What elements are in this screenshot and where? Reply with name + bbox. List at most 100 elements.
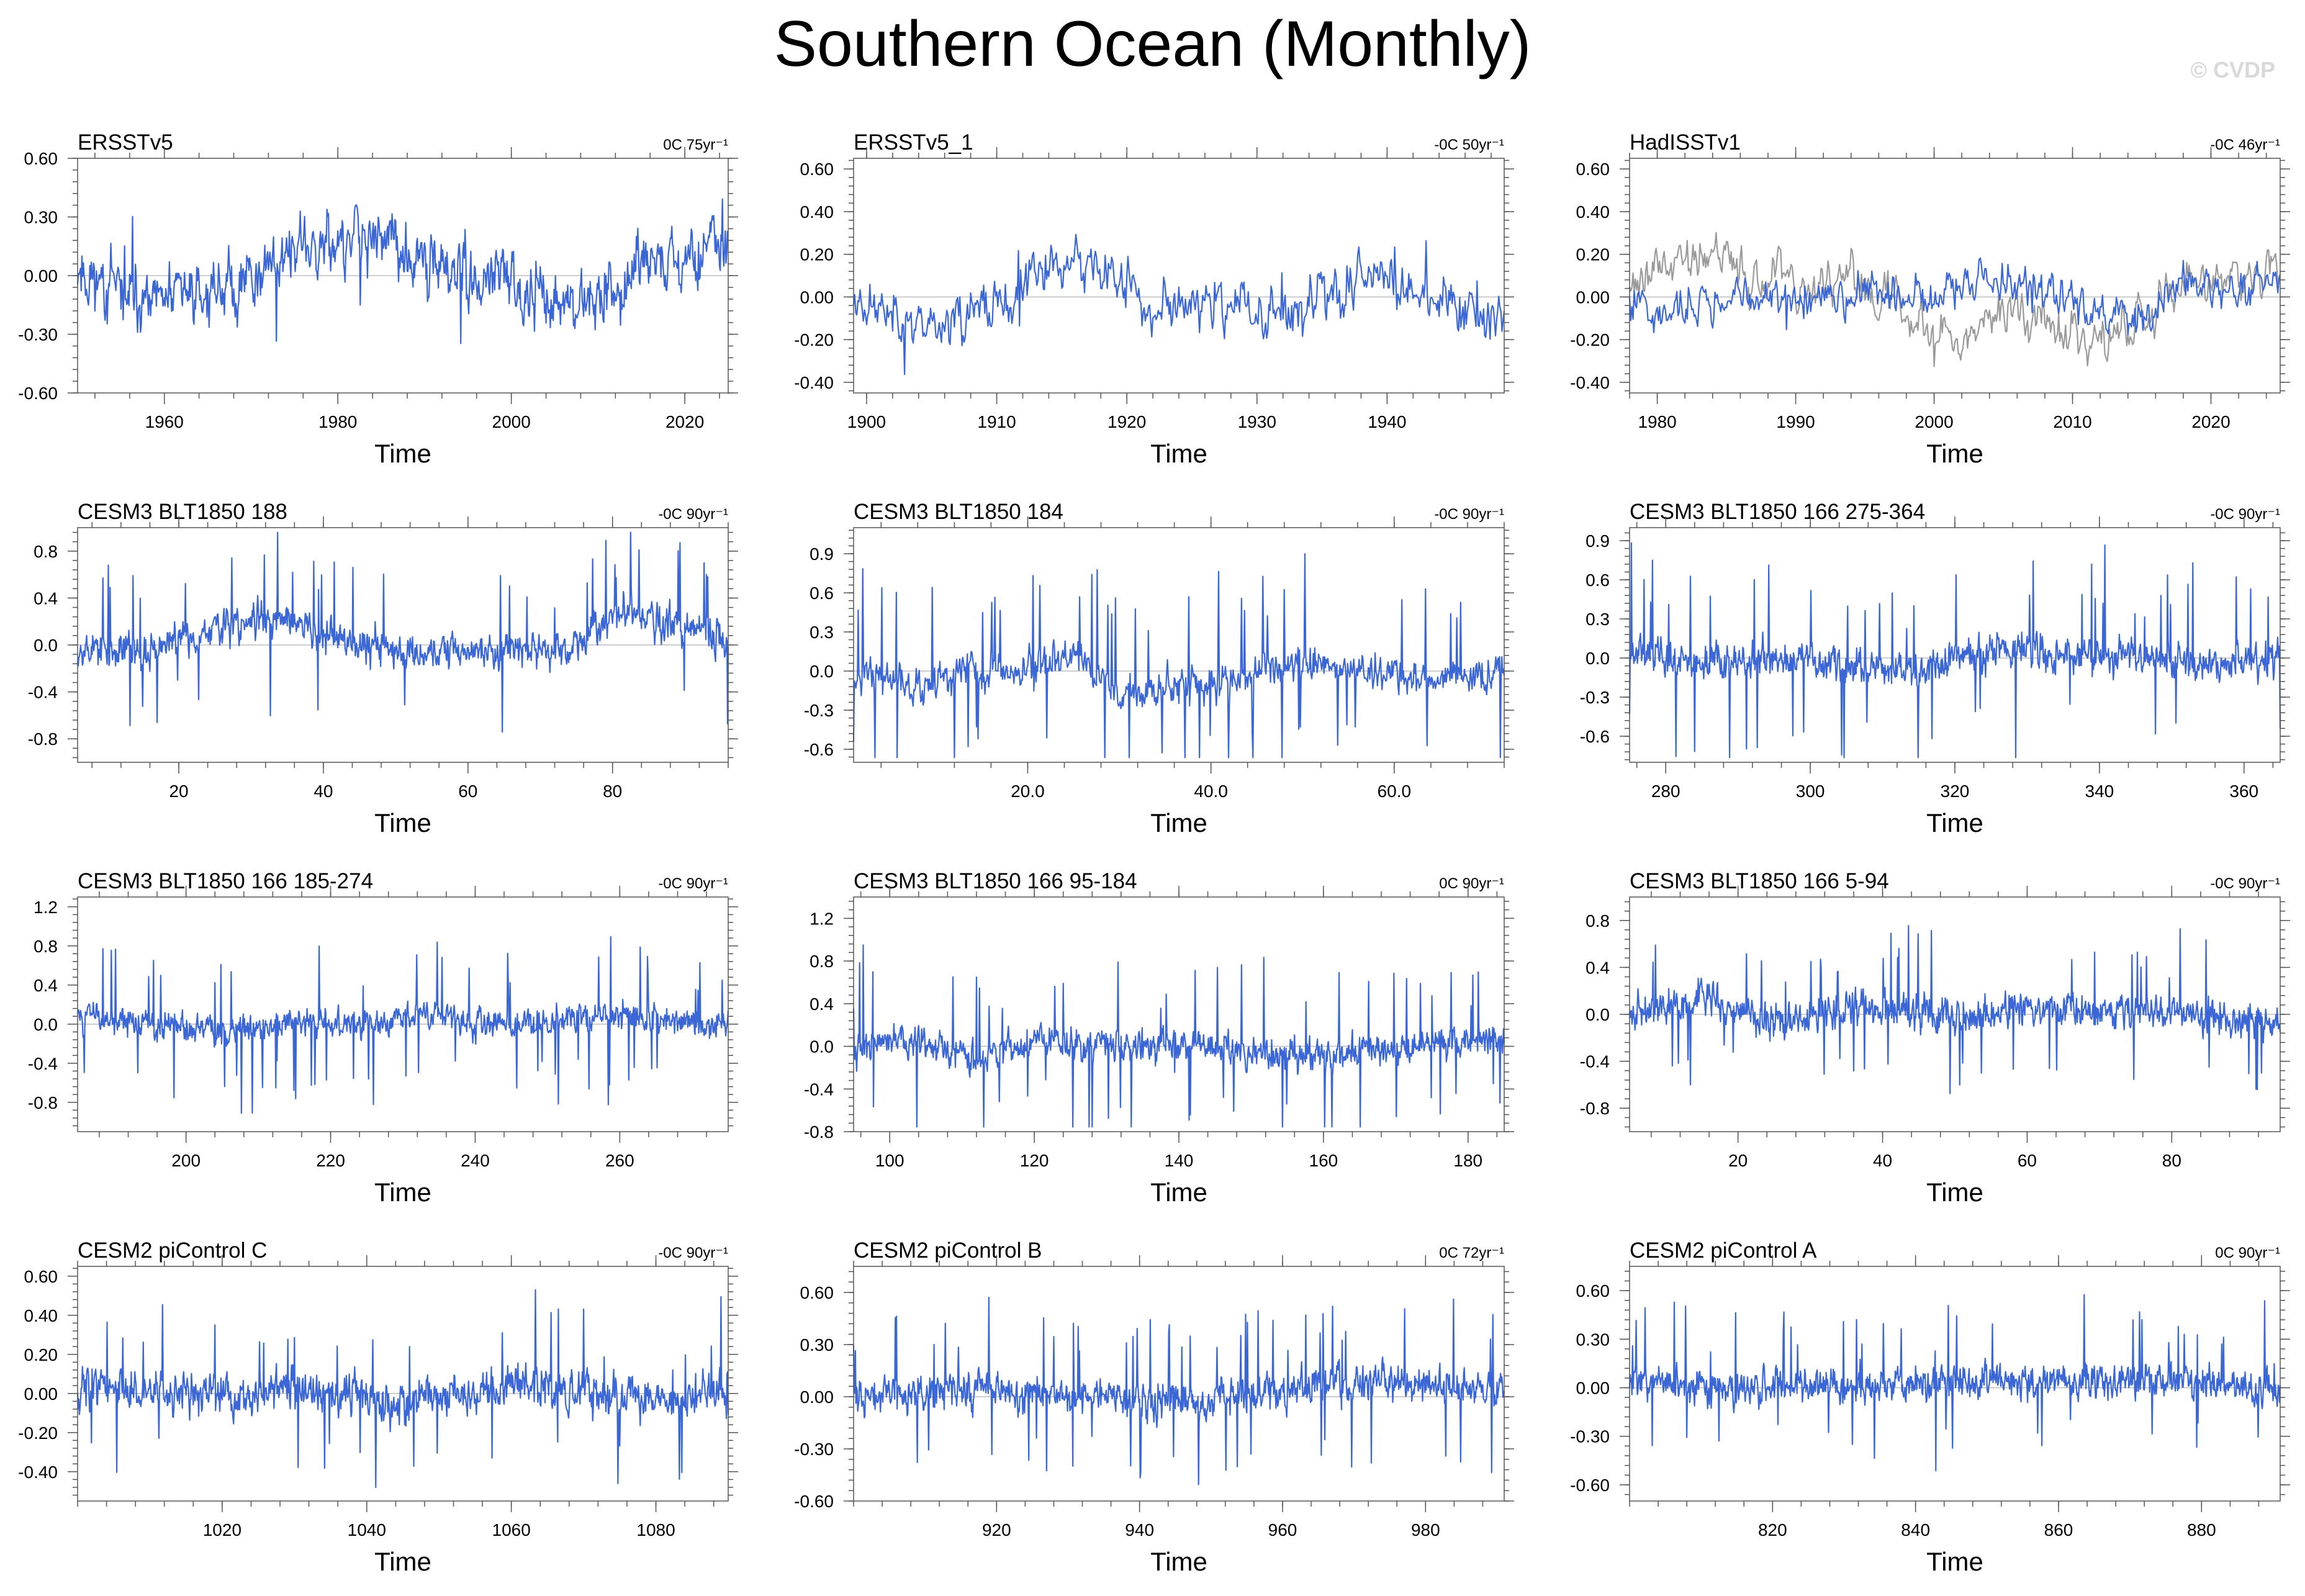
y-tick-label: 0.0	[34, 636, 58, 655]
x-axis-label: Time	[374, 1178, 431, 1207]
y-tick-label: -0.6	[804, 740, 834, 759]
series-line	[1628, 257, 2281, 336]
y-tick-label: 0.30	[1576, 1330, 1610, 1349]
x-tick-label: 360	[2229, 782, 2258, 801]
x-tick-label: 1930	[1238, 412, 1276, 431]
trend-label: -0C 90yr⁻¹	[658, 1245, 728, 1261]
x-tick-label: 960	[1268, 1520, 1297, 1540]
y-tick-label: 0.6	[1586, 570, 1610, 590]
x-tick-label: 40	[313, 782, 333, 801]
x-tick-label: 2020	[665, 412, 704, 431]
y-tick-label: 0.60	[24, 1267, 58, 1286]
y-tick-label: 0.4	[34, 976, 58, 995]
y-tick-label: 0.30	[800, 1335, 834, 1355]
x-tick-label: 160	[1309, 1151, 1338, 1170]
y-tick-label: -0.4	[28, 683, 58, 702]
x-axis-label: Time	[1150, 1178, 1207, 1207]
y-tick-label: -0.6	[1580, 727, 1610, 746]
y-tick-label: 0.0	[810, 1037, 834, 1057]
plot-frame	[853, 1266, 1505, 1502]
y-tick-label: 0.20	[24, 1345, 58, 1364]
panel-title: ERSSTv5	[78, 130, 173, 155]
x-tick-label: 1920	[1107, 412, 1146, 431]
x-tick-label: 340	[2085, 782, 2114, 801]
y-tick-label: 0.20	[1576, 245, 1610, 264]
x-tick-label: 2000	[492, 412, 531, 431]
series-line	[852, 944, 1505, 1128]
x-tick-label: 1990	[1776, 412, 1815, 431]
chart-panel: ERSSTv5_1 -0C 50yr⁻¹ 1900 1910 1920 1930 1940 -…	[794, 130, 1514, 468]
panel-title: CESM3 BLT1850 166 275-364	[1630, 500, 1925, 524]
x-axis-label: Time	[1926, 808, 1983, 837]
x-tick-label: 940	[1125, 1520, 1154, 1540]
x-axis-label: Time	[374, 808, 431, 837]
x-axis-label: Time	[1150, 808, 1207, 837]
x-tick-label: 1900	[847, 412, 886, 431]
panel-title: CESM2 piControl C	[78, 1238, 267, 1263]
trend-label: 0C 72yr⁻¹	[1439, 1245, 1504, 1261]
x-axis-label: Time	[1926, 1547, 1983, 1576]
y-tick-label: 0.3	[1586, 610, 1610, 629]
y-tick-label: 0.0	[1586, 1005, 1610, 1024]
y-tick-label: 0.0	[810, 662, 834, 681]
y-tick-label: -0.4	[1580, 1052, 1610, 1071]
series-line	[76, 936, 729, 1114]
y-tick-label: 0.40	[1576, 202, 1610, 222]
x-tick-label: 80	[603, 782, 622, 801]
x-tick-label: 20	[169, 782, 188, 801]
y-tick-label: 0.00	[800, 287, 834, 307]
panel-title: CESM3 BLT1850 188	[78, 500, 287, 524]
y-tick-label: -0.8	[804, 1122, 834, 1142]
y-tick-label: 0.4	[1586, 958, 1610, 977]
cvdp-watermark: © CVDP	[2190, 57, 2275, 83]
series-line	[76, 531, 729, 733]
x-tick-label: 1980	[318, 412, 357, 431]
y-tick-label: 1.2	[34, 898, 58, 917]
trend-label: 0C 90yr⁻¹	[2215, 1245, 2280, 1261]
y-tick-label: 0.40	[24, 1306, 58, 1325]
y-tick-label: 0.40	[800, 202, 834, 222]
y-tick-label: 0.00	[24, 266, 58, 286]
x-tick-label: 860	[2044, 1520, 2073, 1540]
trend-label: -0C 90yr⁻¹	[2210, 506, 2280, 523]
x-tick-label: 100	[875, 1151, 904, 1170]
x-tick-label: 80	[2162, 1151, 2181, 1170]
y-tick-label: -0.60	[1570, 1476, 1610, 1495]
x-tick-label: 240	[461, 1151, 490, 1170]
plot-frame	[853, 158, 1505, 394]
y-tick-label: -0.20	[1570, 330, 1610, 349]
y-tick-label: -0.3	[1580, 688, 1610, 707]
x-tick-label: 40	[1873, 1151, 1892, 1170]
series-line	[1628, 925, 2281, 1094]
panel-title: HadISSTv1	[1630, 130, 1741, 155]
chart-panel: CESM3 BLT1850 188 -0C 90yr⁻¹ 20 40 60 80 -0.8 -…	[28, 500, 738, 837]
x-tick-label: 1020	[203, 1520, 241, 1540]
y-tick-label: 0.3	[810, 623, 834, 642]
x-tick-label: 1940	[1368, 412, 1406, 431]
x-tick-label: 880	[2187, 1520, 2216, 1540]
y-tick-label: -0.4	[28, 1054, 58, 1073]
x-tick-label: 320	[1941, 782, 1970, 801]
y-tick-label: -0.20	[794, 330, 834, 349]
x-tick-label: 180	[1453, 1151, 1482, 1170]
x-tick-label: 2010	[2053, 412, 2091, 431]
x-tick-label: 1910	[977, 412, 1016, 431]
x-tick-label: 40.0	[1194, 782, 1228, 801]
plot-frame	[1629, 1266, 2281, 1502]
y-tick-label: 0.0	[34, 1015, 58, 1034]
series-line	[852, 553, 1505, 759]
trend-label: -0C 90yr⁻¹	[658, 506, 728, 523]
panel-title: ERSSTv5_1	[854, 130, 973, 155]
y-tick-label: 0.60	[1576, 1281, 1610, 1301]
chart-panel: CESM3 BLT1850 166 95-184 0C 90yr⁻¹ 100 120 1…	[804, 869, 1514, 1207]
trend-label: 0C 75yr⁻¹	[663, 137, 728, 153]
y-tick-label: 0.00	[1576, 1379, 1610, 1398]
x-tick-label: 1080	[636, 1520, 675, 1540]
panel-title: CESM3 BLT1850 166 95-184	[854, 869, 1137, 893]
x-tick-label: 200	[171, 1151, 201, 1170]
y-tick-label: -0.60	[18, 384, 58, 403]
trend-label: 0C 90yr⁻¹	[1439, 875, 1504, 892]
x-tick-label: 60	[2018, 1151, 2037, 1170]
x-axis-label: Time	[1926, 1178, 1983, 1207]
y-tick-label: 0.00	[24, 1384, 58, 1404]
